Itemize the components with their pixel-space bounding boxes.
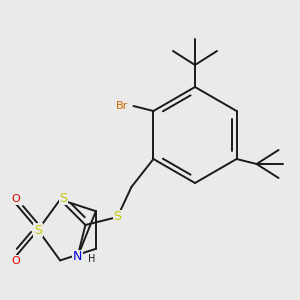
Text: O: O xyxy=(12,256,20,266)
Text: N: N xyxy=(73,250,82,263)
Text: Br: Br xyxy=(116,101,128,111)
Text: S: S xyxy=(113,211,122,224)
Text: O: O xyxy=(12,194,20,204)
Text: S: S xyxy=(34,224,42,236)
Text: S: S xyxy=(59,191,68,205)
Text: H: H xyxy=(88,254,95,264)
